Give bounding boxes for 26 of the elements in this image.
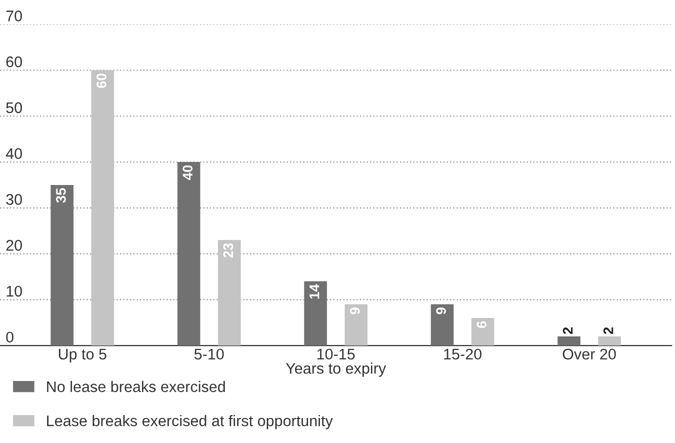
x-tick-label: 5-10	[194, 348, 224, 360]
x-tick-label: Up to 5	[58, 348, 106, 363]
data-label: 9	[350, 308, 360, 314]
x-axis-title: Years to expiry	[286, 362, 386, 377]
y-tick-label: 40	[6, 148, 22, 159]
legend-label: Lease breaks exercised at first opportunity	[47, 415, 333, 430]
x-tick-label: Over 20	[562, 348, 616, 360]
y-tick-label: 0	[6, 332, 14, 343]
x-tick-label: 10-15	[317, 348, 355, 360]
legend-label: No lease breaks exercised	[47, 380, 225, 392]
data-label: 2	[603, 327, 614, 334]
data-label: 35	[56, 188, 66, 203]
y-tick-label: 60	[6, 56, 22, 68]
data-label: 14	[310, 284, 320, 299]
data-label: 40	[182, 165, 193, 180]
y-tick-label: 50	[6, 102, 22, 114]
data-label: 6	[476, 321, 487, 328]
data-label: 9	[436, 308, 446, 314]
data-label: 23	[223, 243, 234, 258]
x-tick-label: 15-20	[444, 348, 482, 360]
y-tick-label: 30	[6, 194, 22, 205]
data-label: 2	[562, 327, 573, 334]
y-tick-label: 20	[6, 240, 22, 251]
y-tick-label: 10	[6, 286, 22, 297]
y-tick-label: 70	[6, 10, 22, 22]
data-label: 60	[96, 74, 106, 88]
